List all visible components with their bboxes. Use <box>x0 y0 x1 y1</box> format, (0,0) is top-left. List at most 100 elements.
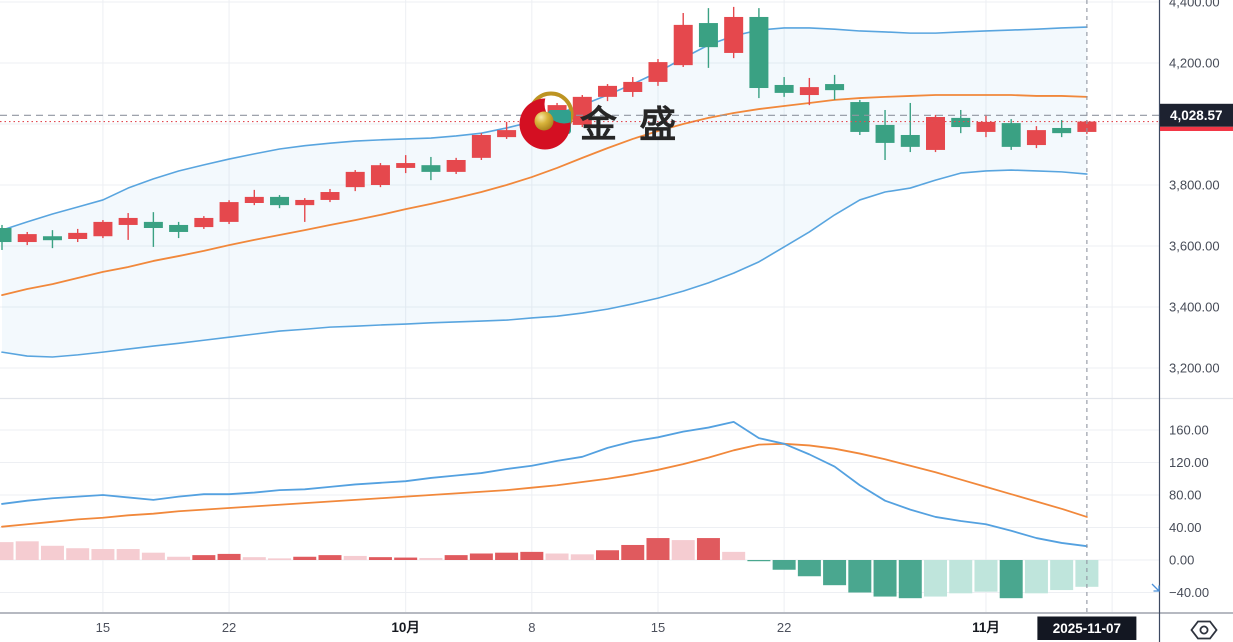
candle-body <box>850 102 870 132</box>
macd-histogram-bar <box>621 544 645 560</box>
macd-histogram-bar <box>924 560 948 597</box>
macd-histogram-bar <box>167 556 191 560</box>
candle-body <box>93 221 113 237</box>
macd-histogram-bar <box>368 557 392 560</box>
main-panel <box>0 6 1159 358</box>
time-axis[interactable]: 15 22 10月 8 15 22 11月 <box>96 620 1000 635</box>
macd-histogram-bar <box>974 560 998 592</box>
price-tick-label: 4,400.00 <box>1169 0 1220 10</box>
macd-histogram-bar <box>898 560 922 599</box>
last-price-badge: 4,028.57 <box>1160 103 1233 131</box>
price-tick-label: 3,800.00 <box>1169 178 1220 193</box>
macd-histogram-bar <box>419 557 443 560</box>
candle-body <box>497 130 517 138</box>
macd-histogram-bar <box>444 555 468 560</box>
candle-body <box>951 117 971 128</box>
price-tick-label: 4,200.00 <box>1169 56 1220 71</box>
macd-histogram-bar <box>570 554 594 560</box>
macd-histogram-bar <box>242 557 266 560</box>
macd-histogram-bar <box>469 553 493 560</box>
grid <box>0 0 1159 612</box>
time-tick-label: 11月 <box>972 620 1000 635</box>
macd-histogram-bar <box>495 552 519 560</box>
candle-body <box>1026 130 1046 146</box>
macd-tick-label: 160.00 <box>1169 423 1209 438</box>
macd-histogram-bar <box>772 560 796 570</box>
candle-body <box>194 217 214 228</box>
macd-histogram-bar <box>696 538 720 560</box>
candle-body <box>900 134 920 147</box>
macd-signal-line <box>1 442 1088 528</box>
last-price-badge-text: 4,028.57 <box>1170 108 1223 123</box>
macd-histogram-bar <box>268 558 292 560</box>
candle-body <box>875 124 895 143</box>
macd-histogram-bar <box>343 555 367 560</box>
candle-body <box>598 85 618 97</box>
macd-tick-label: −40.00 <box>1169 585 1209 600</box>
candle-body <box>1052 127 1072 134</box>
current-date-badge-bg <box>1037 616 1137 640</box>
macd-histogram-bar <box>823 560 847 586</box>
macd-histogram-bar <box>949 560 973 594</box>
candle-body <box>0 228 12 243</box>
candle-body <box>673 24 693 66</box>
time-tick-label: 22 <box>222 620 236 635</box>
candle-body <box>774 84 794 93</box>
candle-body <box>724 16 744 53</box>
macd-histogram-bar <box>394 557 418 560</box>
candle-body <box>825 84 845 91</box>
macd-histogram-bar <box>722 551 746 560</box>
candle-body <box>345 171 365 188</box>
macd-histogram-bar <box>747 560 771 562</box>
candle-body <box>421 165 441 172</box>
bollinger-fill <box>2 27 1087 358</box>
candle-body <box>143 221 163 229</box>
price-tick-label: 3,200.00 <box>1169 360 1220 375</box>
time-tick-label: 10月 <box>391 620 420 635</box>
last-price-badge-bg <box>1160 103 1233 127</box>
macd-histogram-bar <box>217 553 241 560</box>
candle-body <box>749 16 769 89</box>
time-tick-label: 15 <box>651 620 665 635</box>
candle-body <box>648 62 668 82</box>
candle-body <box>471 134 491 158</box>
price-tick-label: 3,600.00 <box>1169 238 1220 253</box>
bollinger-lower-line <box>1 169 1088 358</box>
macd-histogram-bar <box>318 555 342 560</box>
candle-body <box>244 196 264 203</box>
visibility-toggle-icon[interactable] <box>1190 620 1218 640</box>
macd-histogram-bar <box>293 556 317 560</box>
macd-histogram-bar <box>873 560 897 597</box>
macd-histogram-bar <box>848 560 872 593</box>
macd-histogram-bar <box>1050 560 1074 591</box>
current-date-badge-text: 2025-11-07 <box>1053 621 1121 636</box>
macd-histogram-bar <box>0 542 14 560</box>
last-price-badge-strip <box>1160 126 1233 131</box>
time-tick-label: 22 <box>777 620 791 635</box>
price-tick-label: 3,400.00 <box>1169 299 1220 314</box>
macd-histogram-bar <box>192 555 216 560</box>
candle-body <box>169 224 189 232</box>
bollinger-middle-line <box>1 94 1088 297</box>
macd-histogram-bar <box>15 541 39 560</box>
time-tick-label: 15 <box>96 620 110 635</box>
macd-histogram-bar <box>671 540 695 560</box>
logo-gold-ball-icon <box>534 111 554 131</box>
macd-histogram-bar <box>1024 560 1048 594</box>
candle-body <box>926 116 946 150</box>
candle-body <box>270 196 290 206</box>
macd-line <box>1 420 1088 548</box>
candle-body <box>623 81 643 92</box>
current-date-badge: 2025-11-07 <box>1037 616 1137 640</box>
macd-tick-label: 0.00 <box>1169 553 1194 568</box>
candle-body <box>572 96 592 125</box>
candle-body <box>295 199 315 206</box>
watermark-text: 金 盛 <box>580 103 682 145</box>
macd-histogram-bar <box>116 549 140 560</box>
candle-body <box>219 202 239 222</box>
candle-body <box>698 23 718 48</box>
macd-histogram-bar <box>545 553 569 560</box>
price-axis[interactable]: 4,400.00 4,200.00 3,800.00 3,600.00 3,400.00… <box>1169 0 1220 600</box>
